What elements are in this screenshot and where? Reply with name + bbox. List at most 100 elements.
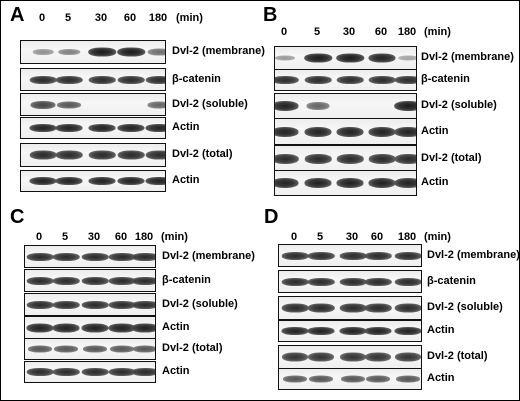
panel-b-blot-band [304,76,332,84]
panel-b-blot-band [336,126,364,137]
panel-d-blot-strip [278,244,422,267]
panel-c-blot-strip [24,269,156,292]
panel-d-blot-band [307,251,335,260]
panel-c-blot-band [108,323,136,332]
panel-a-blot-band [88,75,116,84]
panel-a-blot-band [147,48,165,56]
panel-d-blot-band [366,375,390,383]
panel-d-time-label: 180 [397,231,417,243]
panel-c-blot-band [52,300,80,309]
panel-a-blot-strip [20,143,166,167]
panel-d-blot-band [339,251,367,260]
panel-d-time-label: 30 [345,231,359,243]
panel-b-blot-band [398,55,416,61]
panel-d-blot-band [364,251,392,260]
panel-c-blot-band [28,345,52,353]
panel-b-blot-strip [274,170,417,196]
panel-d-blot-band [364,327,392,335]
panel-d-blot-strip [278,345,422,369]
panel-d-blot-band [364,277,392,286]
panel-b-blot-band [394,101,416,111]
panel-b-row-label: Actin [421,124,449,137]
panel-c-blot-band [81,276,109,285]
panel-a-blot-band [29,75,57,84]
panel-c-blot-band [133,345,155,353]
panel-a-blot-band [117,75,145,84]
panel-b-blot-band [275,76,299,84]
panel-c-time-label: 180 [134,231,154,243]
panel-a-blot-band [57,101,81,108]
panel-a-time-label: 180 [148,12,168,24]
panel-d-blot-band [281,303,309,313]
panel-b-time-label: 60 [374,26,388,38]
panel-c-row-label: Dvl-2 (soluble) [162,297,238,310]
panel-d-blot-band [364,303,392,313]
panel-c-blot-band [83,345,107,353]
panel-d-blot-strip [278,368,422,390]
panel-a-row-label: Actin [172,121,200,133]
panel-d-blot-band [341,375,365,383]
panel-c-time-label: 5 [61,231,69,243]
panel-b-row-label: Dvl-2 (soluble) [421,99,497,111]
panel-b-row-label: Dvl-2 (total) [421,151,482,164]
panel-d-blot-band [394,327,421,335]
panel-a-blot-band [117,150,145,160]
panel-a-blot-band [55,150,83,160]
panel-d-blot-band [281,251,309,260]
panel-b-blot-band [304,178,332,188]
panel-d-row-label: Dvl-2 (soluble) [427,301,503,313]
panel-c-time-unit: (min) [161,231,188,243]
panel-d-row-label: β-catenin [427,274,476,287]
panel-a-blot-band [30,100,56,109]
panel-d-blot-band [281,327,309,335]
panel-a-blot-strip [20,93,166,116]
panel-c-row-label: Actin [162,365,190,377]
panel-d-row-label: Dvl-2 (membrane) [427,248,520,261]
panel-a-blot-band [58,49,80,55]
panel-b-blot-band [336,76,364,84]
panel-c-blot-strip [24,293,156,316]
panel-b-blot-strip [274,118,417,145]
panel-d-letter: D [264,206,279,228]
panel-b-blot-band [368,178,396,188]
panel-d-blot-strip [278,320,422,342]
panel-a-time-unit: (min) [176,12,203,24]
panel-b-blot-band [394,178,416,188]
panel-c-blot-strip [24,338,156,360]
panel-b-blot-band [304,126,332,137]
panel-a-blot-strip [20,68,166,91]
panel-d-blot-band [283,375,307,383]
panel-c-blot-band [81,323,109,332]
panel-c-blot-band [52,252,80,261]
panel-a-blot-band [55,75,83,84]
panel-d-time-label: 60 [370,231,384,243]
panel-b-blot-band [275,153,299,164]
panel-a-blot-band [88,47,116,57]
panel-c-blot-band [52,276,80,285]
panel-c-letter: C [10,206,25,228]
panel-d-blot-strip [278,296,422,320]
panel-d-blot-band [394,303,421,313]
panel-d-blot-band [307,303,335,313]
panel-c-blot-band [26,300,54,309]
panel-d-blot-band [396,375,420,383]
panel-d-blot-band [308,352,334,362]
panel-b-letter: B [263,4,278,26]
panel-b-blot-band [275,55,295,61]
panel-d-blot-band [365,352,391,362]
panel-b-time-label: 180 [397,26,417,38]
panel-a-blot-band [117,47,145,57]
panel-a-blot-band [29,124,57,132]
panel-c-blot-strip [24,316,156,339]
panel-b-blot-band [394,126,416,137]
panel-a-blot-band [88,177,116,185]
panel-c-blot-band [81,300,109,309]
panel-a-blot-band [145,75,165,84]
panel-c-blot-band [131,300,155,309]
panel-c-blot-strip [24,361,156,383]
panel-c-time-label: 0 [35,231,43,243]
panel-b-blot-band [275,178,299,188]
panel-a-time-label: 5 [64,12,72,24]
panel-a-blot-strip [20,40,166,64]
panel-c-blot-band [108,300,136,309]
